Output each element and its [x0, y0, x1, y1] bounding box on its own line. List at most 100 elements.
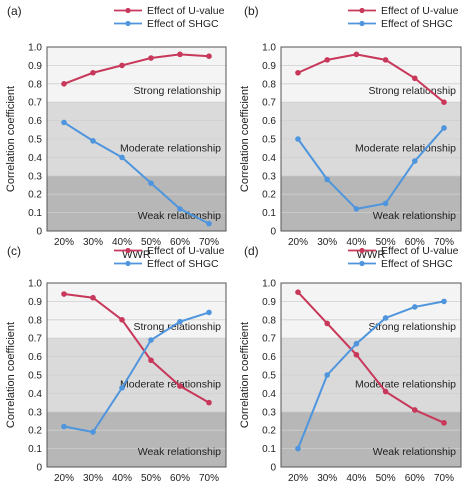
legend-label: Effect of U-value: [381, 5, 459, 17]
y-tick-label: 0.2: [262, 426, 276, 437]
band-label: Moderate relationship: [120, 142, 221, 154]
data-point: [61, 291, 67, 297]
data-point: [61, 423, 67, 430]
x-tick-label: 20%: [54, 237, 74, 248]
x-tick-label: 20%: [288, 473, 308, 482]
data-point: [412, 75, 418, 82]
series-line: [297, 127, 445, 211]
band-label: Moderate relationship: [120, 378, 221, 390]
y-tick-label: 0.8: [262, 315, 276, 326]
data-point: [324, 176, 331, 183]
y-tick-label: 0.5: [262, 371, 276, 382]
band-label: Moderate relationship: [355, 378, 456, 390]
y-tick-label: 1.0: [262, 279, 276, 290]
x-tick-label: 30%: [317, 473, 337, 482]
legend-label: Effect of U-value: [381, 245, 459, 257]
legend-marker: [359, 247, 365, 254]
y-tick-label: 0.9: [262, 61, 276, 72]
y-tick-label: 0.5: [28, 135, 42, 146]
data-point: [206, 309, 212, 316]
band-label: Strong relationship: [368, 85, 456, 97]
data-point: [295, 445, 301, 452]
data-point: [382, 57, 389, 63]
y-tick-label: 0.8: [28, 315, 42, 326]
data-point: [90, 69, 96, 76]
y-tick-label: 0.1: [28, 208, 42, 219]
y-tick-label: 0.5: [262, 135, 276, 146]
y-tick-label: 0.2: [28, 426, 42, 437]
legend-marker: [125, 260, 131, 267]
data-point: [441, 420, 447, 426]
data-point: [61, 119, 67, 126]
y-axis-label: Correlation coefficient: [239, 86, 251, 192]
panel-label: (c): [7, 244, 21, 258]
data-point: [412, 407, 418, 413]
chart-panel: 0 0.1 0.2 0.3 0.4 0.5 0.6 0.7 0.8 0.9 1.0 20% 30% 40%…: [5, 4, 227, 261]
y-tick-label: 0.1: [28, 444, 42, 455]
data-point: [441, 125, 447, 131]
data-point: [206, 399, 212, 406]
data-point: [148, 55, 154, 61]
legend-label: Effect of SHGC: [381, 258, 453, 270]
x-tick-label: 50%: [376, 237, 396, 248]
data-point: [119, 154, 125, 161]
data-point: [61, 81, 67, 87]
data-point: [382, 315, 389, 321]
y-tick-label: 1.0: [28, 43, 42, 54]
data-point: [148, 357, 154, 364]
data-point: [177, 51, 183, 58]
chart-panel: 0 0.1 0.2 0.3 0.4 0.5 0.6 0.7 0.8 0.9 1.0 20% 30% 40%…: [5, 244, 227, 487]
data-point: [206, 53, 212, 59]
x-tick-label: 40%: [112, 237, 132, 248]
x-tick-label: 20%: [54, 473, 74, 482]
panel-label: (d): [244, 244, 259, 258]
x-tick-label: 60%: [170, 237, 190, 248]
x-tick-label: 20%: [288, 237, 308, 248]
y-tick-label: 0.2: [28, 190, 42, 201]
y-tick-label: 1.0: [262, 43, 276, 54]
y-tick-label: 0.4: [262, 389, 276, 400]
data-point: [324, 57, 331, 63]
panel-label: (b): [244, 4, 259, 18]
data-point: [324, 372, 331, 378]
legend-marker: [359, 20, 365, 27]
data-point: [119, 317, 125, 323]
y-tick-label: 0: [36, 463, 42, 474]
chart-panel: 0 0.1 0.2 0.3 0.4 0.5 0.6 0.7 0.8 0.9 1.0 20% 30% 40%…: [239, 4, 462, 261]
y-tick-label: 0.3: [262, 407, 276, 418]
y-tick-label: 0.9: [28, 297, 42, 308]
x-tick-label: 60%: [405, 473, 425, 482]
y-tick-label: 0.7: [28, 98, 42, 109]
data-point: [177, 383, 183, 389]
legend-label: Effect of U-value: [147, 5, 225, 17]
x-tick-label: 70%: [434, 237, 454, 248]
legend-marker: [125, 7, 131, 14]
y-tick-label: 0.4: [262, 153, 276, 164]
data-point: [206, 220, 212, 227]
x-tick-label: 30%: [83, 473, 103, 482]
y-tick-label: 0.2: [262, 190, 276, 201]
data-point: [177, 206, 183, 212]
band-label: Weak relationship: [138, 210, 221, 222]
plot-frame: [280, 46, 462, 232]
y-tick-label: 0.3: [262, 171, 276, 182]
band-label: Weak relationship: [138, 446, 221, 458]
plot-frame: [280, 282, 462, 468]
chart-panel: 0 0.1 0.2 0.3 0.4 0.5 0.6 0.7 0.8 0.9 1.0 20% 30% 40%…: [239, 244, 462, 487]
y-tick-label: 0.4: [28, 389, 42, 400]
y-tick-label: 0: [36, 227, 42, 238]
y-tick-label: 0: [270, 227, 276, 238]
y-axis-label: Correlation coefficient: [5, 322, 17, 428]
y-tick-label: 0.9: [28, 61, 42, 72]
panel-label: (a): [7, 4, 22, 18]
data-point: [441, 298, 447, 305]
y-tick-label: 0.6: [262, 352, 276, 363]
data-point: [295, 69, 301, 76]
legend-label: Effect of SHGC: [147, 258, 219, 270]
band-label: Weak relationship: [373, 446, 456, 458]
x-tick-label: 60%: [170, 473, 190, 482]
y-tick-label: 0.4: [28, 153, 42, 164]
data-point: [119, 385, 125, 391]
y-tick-label: 0.8: [28, 79, 42, 90]
